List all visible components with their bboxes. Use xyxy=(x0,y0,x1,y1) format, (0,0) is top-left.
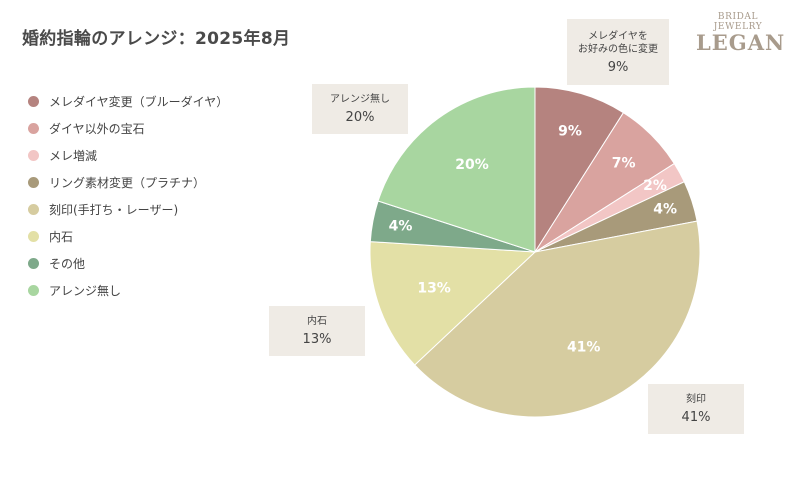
legend-item: メレ増減 xyxy=(28,142,228,169)
callout-name: アレンジ無し xyxy=(330,94,390,105)
legend-item: 内石 xyxy=(28,223,228,250)
legend-swatch xyxy=(28,231,39,242)
callout-none: アレンジ無し 20% xyxy=(312,84,408,134)
callout-value: 13% xyxy=(302,332,332,347)
legend-label: ダイヤ以外の宝石 xyxy=(49,122,145,136)
legend-swatch xyxy=(28,204,39,215)
callout-mele: メレダイヤを お好みの色に変更 9% xyxy=(567,19,669,85)
callout-value: 9% xyxy=(607,59,629,75)
legend-label: 内石 xyxy=(49,230,74,244)
pie-slice-label: 4% xyxy=(389,218,413,234)
chart-legend: メレダイヤ変更（ブルーダイヤ） ダイヤ以外の宝石 メレ増減 リング素材変更（プラ… xyxy=(28,88,228,304)
legend-swatch xyxy=(28,150,39,161)
legend-label: メレダイヤ変更（ブルーダイヤ） xyxy=(49,95,229,109)
callout-name: メレダイヤを お好みの色に変更 xyxy=(578,30,658,55)
legend-label: 刻印(手打ち・レーザー) xyxy=(49,203,179,217)
legend-label: その他 xyxy=(49,257,86,271)
legend-swatch xyxy=(28,177,39,188)
pie-slice-label: 20% xyxy=(455,157,489,173)
legend-item: メレダイヤ変更（ブルーダイヤ） xyxy=(28,88,228,115)
callout-name: 内石 xyxy=(307,316,327,327)
legend-item: その他 xyxy=(28,250,228,277)
pie-slice-label: 2% xyxy=(643,178,667,194)
pie-slice-label: 7% xyxy=(612,155,636,171)
callout-engrave: 刻印 41% xyxy=(648,384,744,434)
legend-swatch xyxy=(28,123,39,134)
pie-slice-label: 41% xyxy=(567,340,601,356)
pie-slice-label: 9% xyxy=(558,124,582,140)
legend-label: メレ増減 xyxy=(49,149,98,163)
brand-logo: BRIDAL JEWELRY LEGAN xyxy=(696,12,786,55)
legend-swatch xyxy=(28,96,39,107)
callout-inner: 内石 13% xyxy=(269,306,365,356)
pie-slices xyxy=(369,86,701,418)
legend-swatch xyxy=(28,258,39,269)
pie-slice xyxy=(369,241,537,366)
legend-label: リング素材変更（プラチナ） xyxy=(49,176,206,190)
legend-swatch xyxy=(28,285,39,296)
legend-item: 刻印(手打ち・レーザー) xyxy=(28,196,228,223)
brand-name: LEGAN xyxy=(696,30,786,55)
legend-item: リング素材変更（プラチナ） xyxy=(28,169,228,196)
pie-slice xyxy=(534,86,625,254)
pie-slice-labels: 9% 7% 2% 4% 41% 13% 4% 20% xyxy=(389,124,677,356)
pie-slice-label: 4% xyxy=(653,202,677,218)
pie-slice xyxy=(414,220,701,418)
brand-tagline: BRIDAL JEWELRY xyxy=(713,12,763,32)
pie-slice-label: 13% xyxy=(417,280,451,296)
callout-name: 刻印 xyxy=(686,394,706,405)
callout-value: 41% xyxy=(681,410,711,425)
legend-label: アレンジ無し xyxy=(49,284,122,298)
callout-value: 20% xyxy=(345,110,375,125)
legend-item: アレンジ無し xyxy=(28,277,228,304)
pie-slice xyxy=(377,86,536,253)
legend-item: ダイヤ以外の宝石 xyxy=(28,115,228,142)
chart-title: 婚約指輪のアレンジ：2025年8月 xyxy=(22,29,291,49)
